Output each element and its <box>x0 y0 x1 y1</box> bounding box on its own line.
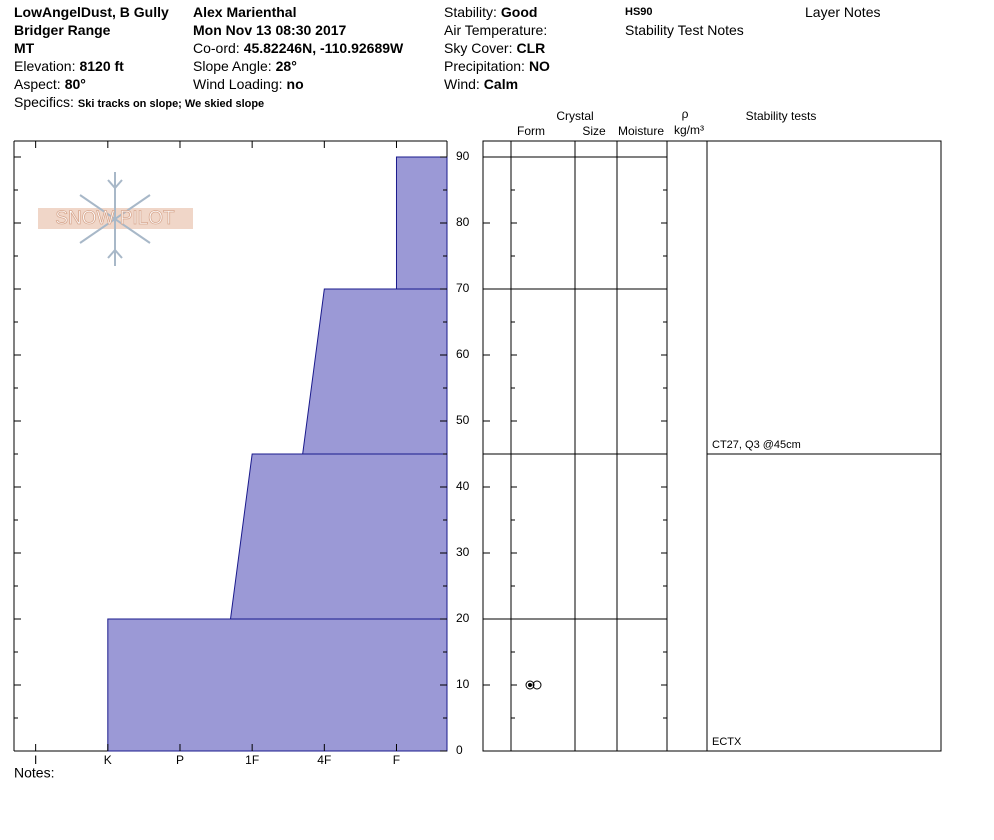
y-tick-label: 20 <box>456 611 470 625</box>
header-moisture: Moisture <box>618 124 664 138</box>
header-col-2: Alex Marienthal Mon Nov 13 08:30 2017 Co… <box>193 3 403 93</box>
hardness-layer <box>107 618 448 752</box>
label: Specifics: <box>14 94 74 110</box>
value: Good <box>500 4 538 20</box>
header-col-4: HS90 Stability Test Notes <box>625 3 744 39</box>
header-density: kg/m³ <box>674 123 704 137</box>
hardness-layer <box>395 156 448 290</box>
header-form: Form <box>517 124 545 138</box>
x-tick-label: I <box>34 753 37 767</box>
value: NO <box>528 58 550 74</box>
value: 45.82246N, -110.92689W <box>243 40 404 56</box>
value: 28° <box>275 58 297 74</box>
label: Slope Angle: <box>193 58 272 74</box>
date: Mon Nov 13 08:30 2017 <box>193 22 347 38</box>
label: Wind: <box>444 76 480 92</box>
y-tick-label: 70 <box>456 281 470 295</box>
label: Elevation: <box>14 58 76 74</box>
hardness-layer <box>302 288 448 455</box>
state: MT <box>14 40 35 56</box>
x-tick-label: P <box>176 753 184 767</box>
observer: Alex Marienthal <box>193 4 297 20</box>
label: Aspect: <box>14 76 61 92</box>
label: Precipitation: <box>444 58 525 74</box>
site: LowAngelDust, B Gully <box>14 4 169 20</box>
y-tick-label: 50 <box>456 413 470 427</box>
value: no <box>286 76 304 92</box>
header-stability-tests: Stability tests <box>746 109 817 123</box>
label: Wind Loading: <box>193 76 283 92</box>
stability-test-label: CT27, Q3 @45cm <box>712 439 801 451</box>
air-temperature: Air Temperature: <box>444 22 548 38</box>
y-tick-label: 10 <box>456 677 470 691</box>
header-col-3: Stability: Good Air Temperature: Sky Cove… <box>444 3 550 93</box>
label: Co-ord: <box>193 40 240 56</box>
logo-flake <box>79 172 151 266</box>
range: Bridger Range <box>14 22 111 38</box>
y-tick-label: 0 <box>456 743 463 757</box>
layer-notes: Layer Notes <box>805 4 881 20</box>
header-col-1: LowAngelDust, B Gully Bridger Range MT E… <box>14 3 264 111</box>
x-tick-label: K <box>104 753 112 767</box>
x-tick-label: 1F <box>245 753 259 767</box>
header-crystal: Crystal <box>556 109 593 123</box>
stability-test-label: ECTX <box>712 736 742 748</box>
y-tick-label: 90 <box>456 149 470 163</box>
value: 80° <box>64 76 86 92</box>
y-tick-label: 30 <box>456 545 470 559</box>
x-tick-label: 4F <box>317 753 331 767</box>
crystal-symbol <box>525 680 542 690</box>
y-tick-label: 80 <box>456 215 470 229</box>
value: 8120 ft <box>79 58 124 74</box>
value: Calm <box>483 76 519 92</box>
header-size: Size <box>582 124 606 138</box>
value: Ski tracks on slope; We skied slope <box>77 98 265 110</box>
stability-test-notes: Stability Test Notes <box>625 22 744 38</box>
hardness-layer <box>229 453 448 620</box>
header-col-5: Layer Notes <box>805 3 880 21</box>
hs: HS90 <box>625 6 653 18</box>
value: CLR <box>516 40 546 56</box>
x-tick-label: F <box>393 753 400 767</box>
logo-text: SNOW PILOT <box>55 208 175 229</box>
label: Sky Cover: <box>444 40 513 56</box>
label: Stability: <box>444 4 497 20</box>
header-rho: ρ <box>682 107 689 121</box>
y-tick-label: 40 <box>456 479 470 493</box>
y-tick-label: 60 <box>456 347 470 361</box>
notes: Notes: <box>14 765 54 781</box>
